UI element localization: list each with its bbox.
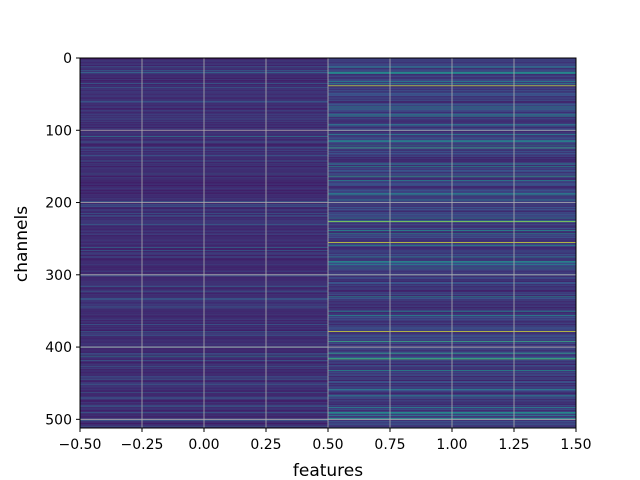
x-tick-label: 0.50 xyxy=(312,437,343,453)
x-tick-label: 1.25 xyxy=(498,437,529,453)
x-tick-label: 0.00 xyxy=(188,437,219,453)
x-tick-label: −0.50 xyxy=(59,437,102,453)
y-axis-ticks: 0 100 200 300 400 500 xyxy=(45,51,80,428)
x-tick-label: 1.50 xyxy=(560,437,591,453)
y-tick-label: 300 xyxy=(45,268,72,284)
y-axis-label: channels xyxy=(12,206,32,282)
x-tick-label: 0.25 xyxy=(250,437,281,453)
x-axis-ticks: −0.50 −0.25 0.00 0.25 0.50 0.75 1.00 1.25 1.50 xyxy=(59,428,592,453)
y-tick-label: 0 xyxy=(63,51,72,67)
x-tick-label: 1.00 xyxy=(436,437,467,453)
y-tick-label: 100 xyxy=(45,123,72,139)
y-tick-label: 200 xyxy=(45,196,72,212)
y-tick-label: 500 xyxy=(45,412,72,428)
x-tick-label: 0.75 xyxy=(374,437,405,453)
x-axis-label: features xyxy=(293,461,363,480)
y-tick-label: 400 xyxy=(45,340,72,356)
x-tick-label: −0.25 xyxy=(121,437,164,453)
